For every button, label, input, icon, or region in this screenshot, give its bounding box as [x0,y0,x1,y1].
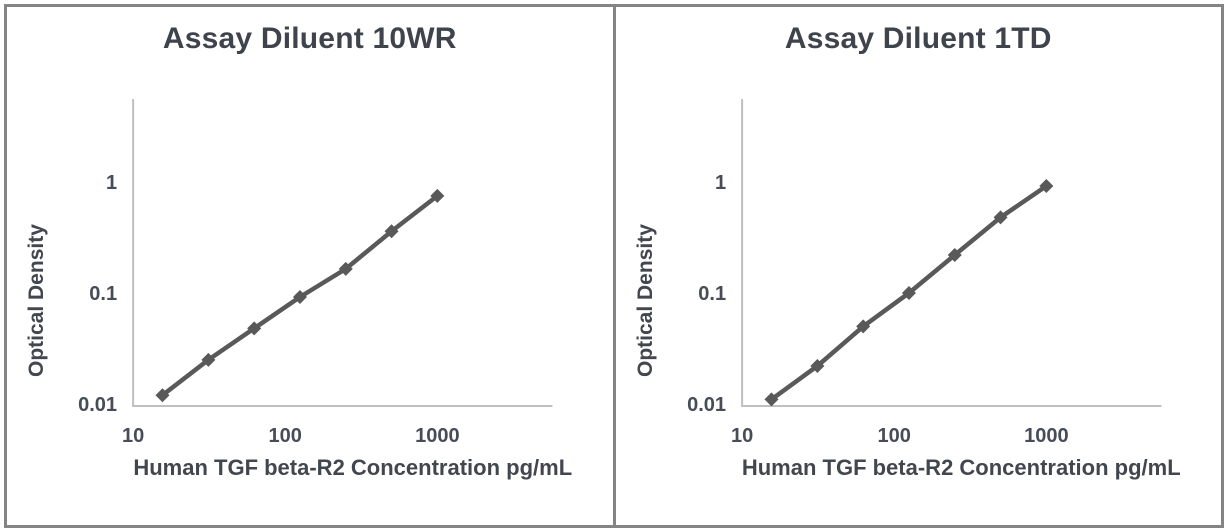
chart-title: Assay Diluent 10WR [162,22,457,55]
x-tick-label: 100 [269,425,302,447]
x-axis-title: Human TGF beta-R2 Concentration pg/mL [133,455,573,480]
data-point-marker [993,210,1008,225]
x-axis-title: Human TGF beta-R2 Concentration pg/mL [741,455,1181,480]
x-tick-label: 1000 [1024,425,1069,447]
data-point-marker [430,188,445,203]
chart-panel-1td: Assay Diluent 1TD Optical Density 1 0.1 0.… [616,7,1222,525]
data-point-marker [292,290,307,305]
data-point-marker [1038,179,1053,194]
y-tick-label: 0.1 [89,283,117,305]
data-point-marker [809,358,824,373]
data-point-marker [763,392,778,407]
y-tick-label: 1 [106,172,117,194]
y-tick-label: 1 [714,172,725,194]
data-point-marker [155,388,170,403]
y-tick-label: 0.1 [698,283,726,305]
data-point-marker [384,224,399,239]
y-tick-label: 0.01 [687,394,726,416]
x-tick-label: 10 [730,425,752,447]
x-tick-label: 100 [877,425,910,447]
data-point-marker [247,321,262,336]
x-tick-label: 10 [122,425,144,447]
chart-title: Assay Diluent 1TD [784,22,1052,55]
y-tick-label: 0.01 [78,394,117,416]
data-point-marker [338,261,353,276]
x-tick-label: 1000 [415,425,460,447]
chart-panel-10wr: Assay Diluent 10WR Optical Density 1 0.1 0… [7,7,613,525]
data-point-marker [901,286,916,300]
data-point-marker [201,352,216,367]
dual-chart-figure: Assay Diluent 10WR Optical Density 1 0.1 0… [4,4,1224,528]
panel-divider [612,7,616,525]
